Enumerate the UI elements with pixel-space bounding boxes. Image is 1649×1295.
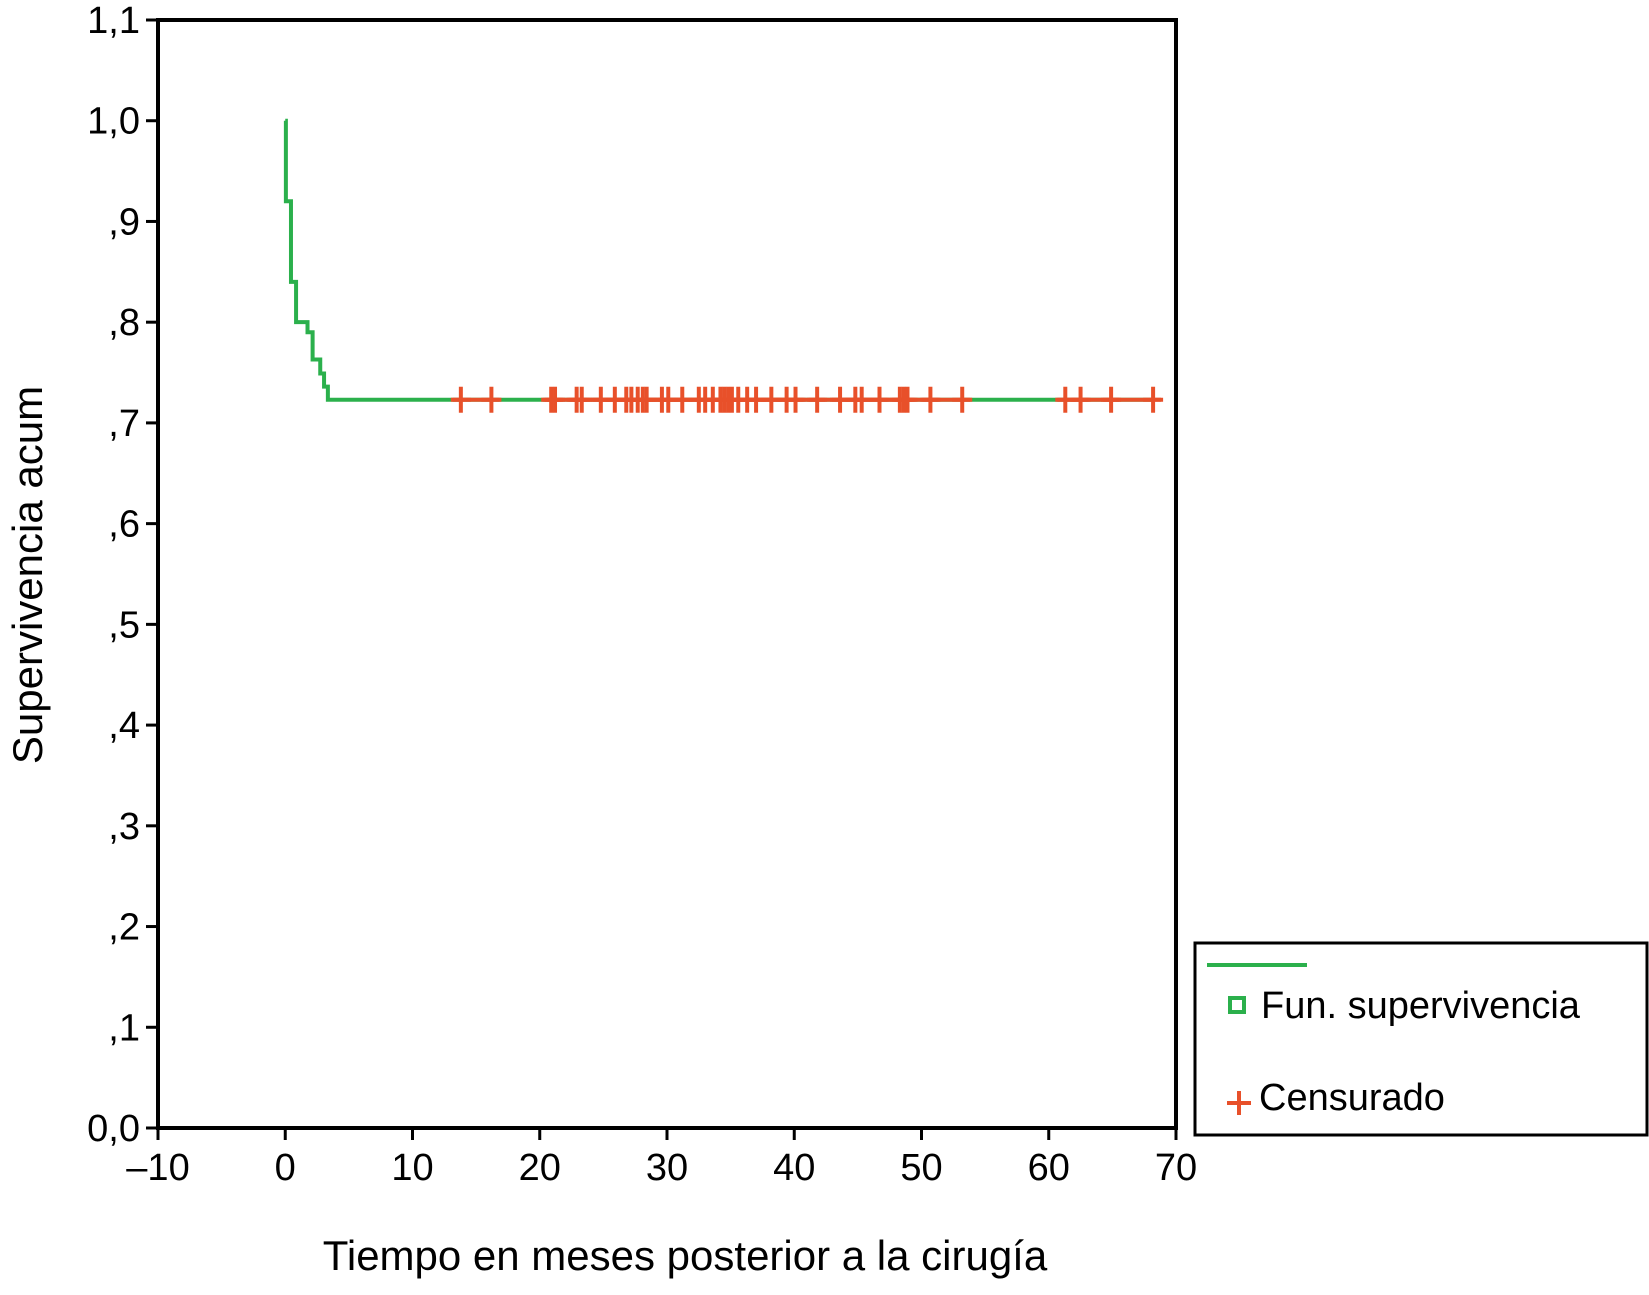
series-layer xyxy=(283,118,1154,402)
y-axis-title: Supervivencia acum xyxy=(4,386,51,764)
y-axis: 0,0 ,1 ,2 ,3 ,4 ,5 ,6 ,7 ,8 ,9 1,0 1,1 xyxy=(87,0,158,1150)
censor-mark xyxy=(545,386,566,413)
y-tick-label: ,3 xyxy=(108,806,140,848)
legend-censored-label: Censurado xyxy=(1259,1077,1445,1119)
y-tick-label: ,2 xyxy=(108,907,140,949)
x-tick-label: 0 xyxy=(275,1147,296,1189)
censor-mark xyxy=(920,386,941,413)
censor-mark xyxy=(785,386,806,413)
y-tick-label: ,1 xyxy=(108,1007,140,1049)
y-tick-label: 1,1 xyxy=(87,0,140,42)
x-tick-label: 60 xyxy=(1028,1147,1070,1189)
x-tick-label: 30 xyxy=(646,1147,688,1189)
x-tick-label: 10 xyxy=(391,1147,433,1189)
y-tick-label: 1,0 xyxy=(87,101,140,143)
censor-mark xyxy=(1101,386,1122,413)
y-tick-label: ,9 xyxy=(108,201,140,243)
x-tick-label: 70 xyxy=(1155,1147,1197,1189)
censor-mark xyxy=(897,386,918,413)
y-tick-label: ,8 xyxy=(108,302,140,344)
survival-curve xyxy=(283,118,1154,402)
censor-mark xyxy=(1070,386,1091,413)
y-tick-label: ,5 xyxy=(108,604,140,646)
censor-mark xyxy=(807,386,828,413)
censor-mark xyxy=(571,386,592,413)
censor-mark xyxy=(952,386,973,413)
legend-survival-label: Fun. supervivencia xyxy=(1261,985,1581,1027)
y-tick-label: ,6 xyxy=(108,504,140,546)
y-tick-label: ,7 xyxy=(108,403,140,445)
x-axis-title: Tiempo en meses posterior a la cirugía xyxy=(323,1232,1048,1279)
censor-mark xyxy=(1143,386,1164,413)
legend-censored-marker xyxy=(1227,1091,1251,1115)
legend: Fun. supervivencia Censurado xyxy=(1193,941,1649,1137)
legend-survival-marker xyxy=(1228,996,1246,1014)
censor-marks xyxy=(450,386,1164,413)
y-tick-label: ,4 xyxy=(108,705,140,747)
censor-mark xyxy=(851,386,872,413)
x-axis: –10 0 10 20 30 40 50 60 70 xyxy=(126,1128,1197,1189)
legend-box xyxy=(1193,941,1649,1137)
censor-mark xyxy=(481,386,502,413)
x-tick-label: –10 xyxy=(126,1147,189,1189)
plot-frame xyxy=(156,18,1178,1130)
x-tick-label: 20 xyxy=(519,1147,561,1189)
y-tick-label: 0,0 xyxy=(87,1108,140,1150)
x-tick-label: 50 xyxy=(900,1147,942,1189)
censor-mark xyxy=(869,386,890,413)
x-tick-label: 40 xyxy=(773,1147,815,1189)
censor-mark xyxy=(450,386,471,413)
